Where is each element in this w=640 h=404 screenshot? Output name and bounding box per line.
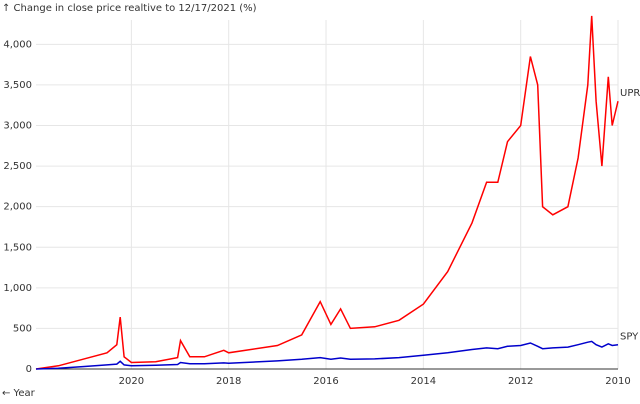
y-tick-label: 0 — [26, 364, 32, 375]
series-line — [35, 15, 619, 370]
series-label: SPY — [620, 332, 639, 343]
y-tick-label: 1,500 — [3, 242, 32, 253]
y-tick-label: 2,500 — [3, 161, 32, 172]
x-axis-label: ← Year — [2, 388, 36, 399]
y-tick-label: 3,500 — [3, 80, 32, 91]
x-tick-label: 2018 — [216, 376, 241, 387]
chart-title: ↑ Change in close price realtive to 12/1… — [2, 3, 257, 14]
series-line — [35, 340, 619, 370]
x-tick-label: 2016 — [313, 376, 338, 387]
y-tick-label: 500 — [13, 323, 32, 334]
y-tick-label: 4,000 — [3, 39, 32, 50]
y-tick-label: 1,000 — [3, 283, 32, 294]
y-tick-label: 2,000 — [3, 202, 32, 213]
y-tick-label: 3,000 — [3, 121, 32, 132]
x-tick-label: 2014 — [411, 376, 436, 387]
x-tick-label: 2012 — [508, 376, 533, 387]
x-tick-label: 2020 — [119, 376, 144, 387]
x-tick-label: 2010 — [605, 376, 630, 387]
series-label: UPRO — [620, 88, 640, 99]
